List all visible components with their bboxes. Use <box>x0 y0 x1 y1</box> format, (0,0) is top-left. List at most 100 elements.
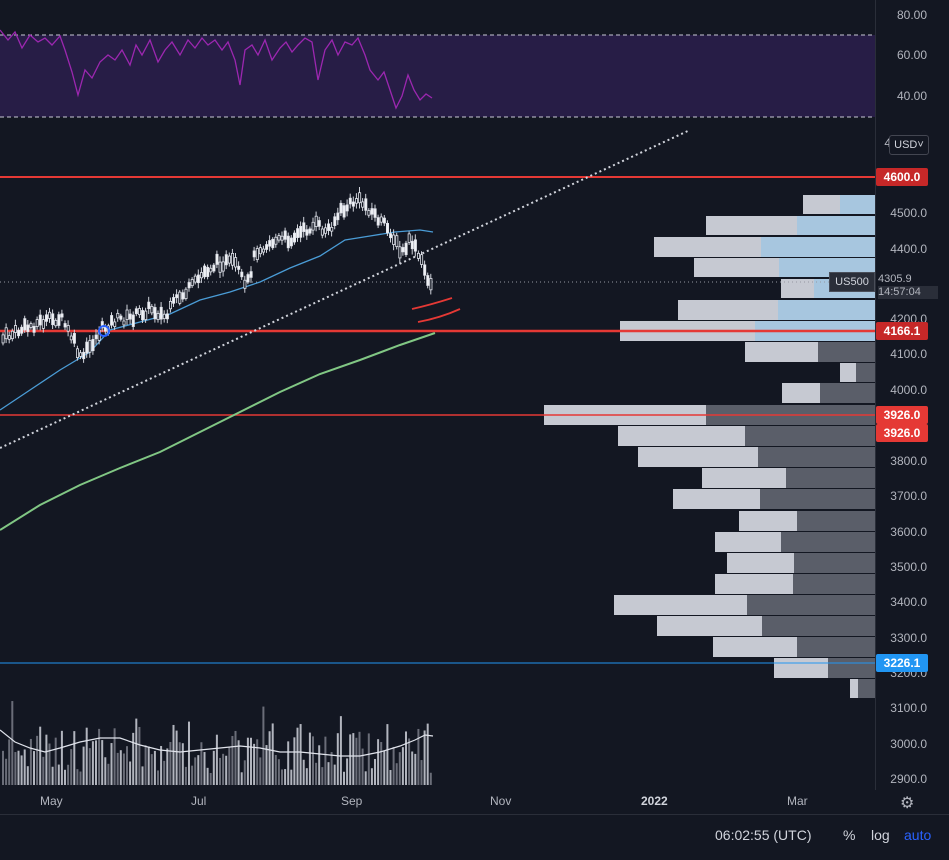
candle-body-44 <box>137 308 141 316</box>
annotation-mark-2[interactable] <box>417 308 461 323</box>
volume-bar-128 <box>398 752 401 785</box>
time-label-mar: Mar <box>787 794 808 808</box>
time-label-sep: Sep <box>341 794 363 808</box>
volume-bar-105 <box>327 762 330 785</box>
volume-bar-39 <box>122 753 125 785</box>
gear-icon[interactable]: ⚙ <box>900 795 915 812</box>
candle-body-116 <box>361 201 365 208</box>
chart-pane[interactable] <box>0 0 875 790</box>
volume-bar-3 <box>11 701 14 785</box>
volume-bar-86 <box>268 731 271 785</box>
trend-line[interactable] <box>0 129 691 449</box>
candle-body-127 <box>395 235 399 247</box>
candle-body-100 <box>311 221 315 231</box>
volume-bar-127 <box>395 763 398 785</box>
price-tag-4166[interactable]: 4166.1 <box>876 322 928 340</box>
volume-bar-62 <box>194 757 197 785</box>
candle-body-24 <box>76 348 80 358</box>
volume-profile <box>544 195 875 698</box>
candle-body-119 <box>370 208 374 215</box>
volume-bar-21 <box>67 764 70 785</box>
candle-body-68 <box>212 264 216 272</box>
volume-bar-11 <box>36 735 39 785</box>
candle-body-137 <box>426 275 430 286</box>
volume-bar-32 <box>101 740 104 785</box>
candle-body-76 <box>237 265 241 270</box>
volume-ma-line <box>0 729 434 757</box>
chevron-down-icon: ˅ <box>917 139 924 151</box>
price-axis[interactable]: 80.00 60.00 40.00 4 4500.0 4400.0 4200.0… <box>875 0 949 790</box>
candle-body-18 <box>57 314 61 326</box>
candle-body-56 <box>175 294 179 299</box>
candle-body-130 <box>404 242 408 256</box>
volume-bar-136 <box>423 730 426 785</box>
volume-bar-13 <box>42 756 45 785</box>
volume-bar-51 <box>160 745 163 785</box>
candle-body-60 <box>187 282 191 289</box>
volume-bar-53 <box>166 748 169 785</box>
candle-body-46 <box>144 310 148 320</box>
volume-bar-72 <box>225 755 228 785</box>
candle-body-114 <box>354 198 358 204</box>
candle-body-39 <box>122 320 126 326</box>
candle-body-115 <box>358 192 362 204</box>
candle-body-111 <box>345 204 349 212</box>
currency-label: USD <box>894 139 918 151</box>
volume-bar-108 <box>336 733 339 785</box>
candle-body-97 <box>302 222 306 232</box>
percent-toggle[interactable]: % <box>843 827 856 843</box>
volume-bar-69 <box>215 734 218 785</box>
candle-body-94 <box>292 232 296 243</box>
marker-circle[interactable] <box>98 325 110 337</box>
candle-body-77 <box>240 271 244 278</box>
price-tag-3226[interactable]: 3226.1 <box>876 654 928 672</box>
candle-body-66 <box>206 266 210 277</box>
volume-bar-24 <box>76 769 79 785</box>
candle-body-135 <box>420 254 424 265</box>
candle-body-138 <box>429 278 433 291</box>
volume-bar-124 <box>386 724 389 785</box>
candlestick-series <box>1 187 433 363</box>
volume-bar-119 <box>370 768 373 785</box>
volume-bar-131 <box>408 738 411 785</box>
volume-bar-17 <box>54 737 57 785</box>
volume-bar-97 <box>302 759 305 785</box>
price-label-4500: 4500.0 <box>890 206 927 220</box>
volume-bar-0 <box>2 750 4 785</box>
volume-bar-56 <box>175 730 178 785</box>
volume-bar-81 <box>253 743 256 785</box>
candle-body-48 <box>150 306 154 314</box>
candle-body-50 <box>156 313 160 320</box>
volume-bar-58 <box>181 743 184 785</box>
candle-body-5 <box>17 329 21 337</box>
candle-body-134 <box>416 252 420 259</box>
currency-button[interactable]: USD˅ <box>889 135 929 155</box>
candle-body-52 <box>162 313 166 320</box>
volume-bar-94 <box>293 737 296 785</box>
volume-bar-89 <box>277 759 280 785</box>
auto-toggle[interactable]: auto <box>904 827 932 843</box>
candle-body-99 <box>308 228 312 234</box>
clock-display[interactable]: 06:02:55 (UTC) <box>715 827 812 843</box>
candle-body-74 <box>230 253 234 266</box>
candle-body-62 <box>193 275 197 283</box>
volume-bar-70 <box>219 757 221 785</box>
price-tag-3926-a[interactable]: 3926.0 <box>876 406 928 424</box>
volume-bar-41 <box>129 761 132 785</box>
volume-bar-121 <box>377 739 380 785</box>
candle-body-98 <box>305 229 309 236</box>
price-label-3700: 3700.0 <box>890 489 927 503</box>
volume-bar-34 <box>107 763 110 785</box>
volume-bar-76 <box>237 740 240 785</box>
log-toggle[interactable]: log <box>871 827 890 843</box>
price-tag-3926-b[interactable]: 3926.0 <box>876 424 928 442</box>
volume-bar-37 <box>116 752 119 785</box>
candle-body-70 <box>218 261 222 273</box>
time-axis[interactable]: May Jul Sep Nov 2022 Mar <box>0 790 875 814</box>
candle-body-72 <box>224 254 228 266</box>
volume-bar-110 <box>343 771 345 785</box>
volume-bar-33 <box>104 757 107 785</box>
annotation-mark-1[interactable] <box>411 297 453 310</box>
price-tag-4600[interactable]: 4600.0 <box>876 168 928 186</box>
candle-body-49 <box>153 307 157 320</box>
